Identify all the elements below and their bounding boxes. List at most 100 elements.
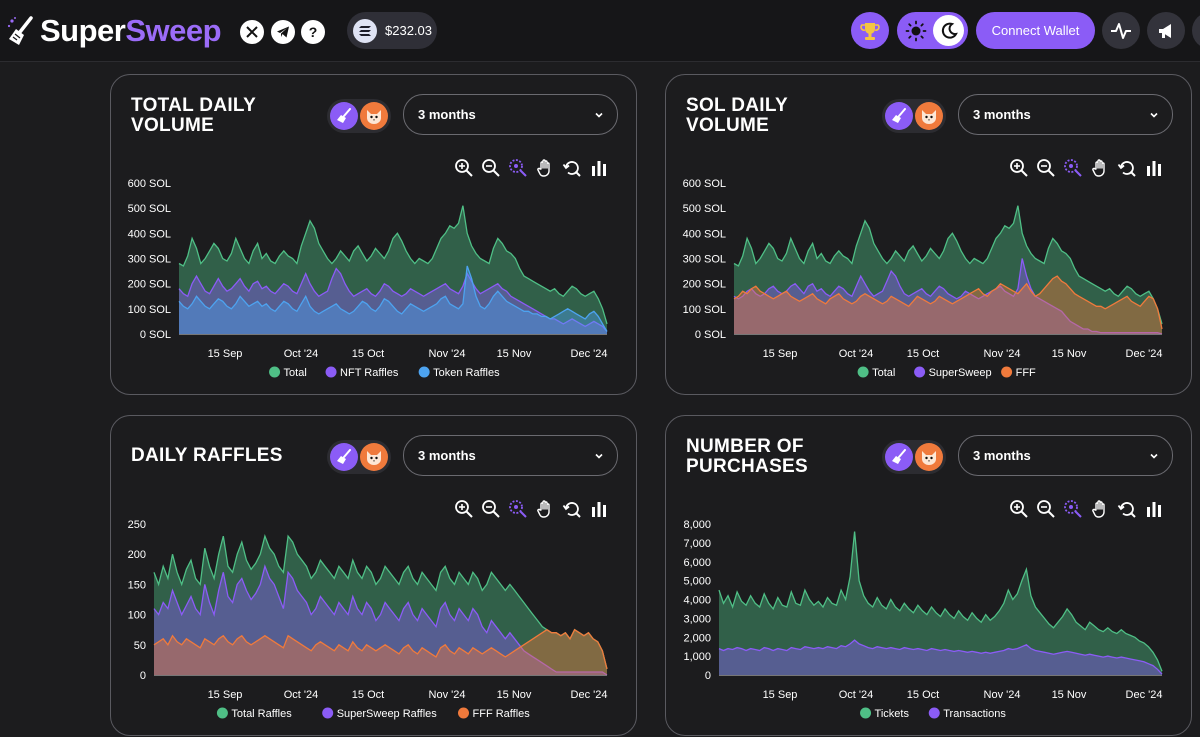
series-area-token-raffles[interactable] [179, 266, 607, 334]
legend-label: Total Raffles [231, 708, 292, 720]
series-area-tickets[interactable] [719, 531, 1162, 675]
chart-toolbar [453, 157, 609, 179]
series-line-fff-raffles [153, 628, 608, 670]
announcements-button[interactable] [1147, 12, 1185, 49]
zoom-in-icon[interactable] [1008, 498, 1029, 520]
zoom-in-icon[interactable] [453, 498, 474, 520]
chart-toolbar [453, 498, 609, 520]
x-tick-label: 15 Oct [352, 348, 384, 360]
series-area-supersweep[interactable] [734, 258, 1162, 335]
reset-icon[interactable] [1116, 498, 1137, 520]
series-line-transactions [718, 639, 1163, 675]
supersweep-logo-icon[interactable] [330, 443, 358, 471]
x-tick-label: Nov '24 [429, 689, 466, 701]
series-area-fff-raffles[interactable] [154, 629, 607, 675]
platform-filter[interactable] [327, 99, 391, 133]
series-line-total-raffles [153, 533, 608, 670]
pan-icon[interactable] [534, 157, 555, 179]
theme-toggle-knob [933, 15, 964, 46]
theme-toggle[interactable] [897, 12, 968, 49]
brand-name-part1: Super [40, 13, 126, 48]
menu-icon[interactable] [588, 157, 609, 179]
menu-icon[interactable] [588, 498, 609, 520]
area-chart[interactable]: 0 SOL 100 SOL 200 SOL 300 SOL 400 SOL 500 SOL… [111, 175, 638, 395]
area-chart[interactable]: 0 1,000 2,000 3,000 4,000 5,000 6,000 7,000 8,00… [666, 516, 1193, 736]
time-range-select[interactable]: 3 months [958, 435, 1173, 476]
reset-icon[interactable] [1116, 157, 1137, 179]
zoom-selection-icon[interactable] [507, 498, 528, 520]
reset-icon[interactable] [561, 498, 582, 520]
x-tick-label: 15 Oct [907, 348, 939, 360]
zoom-selection-icon[interactable] [507, 157, 528, 179]
zoom-selection-icon[interactable] [1062, 498, 1083, 520]
time-range-select[interactable]: 3 months [403, 435, 618, 476]
menu-icon[interactable] [1143, 157, 1164, 179]
zoom-out-icon[interactable] [480, 157, 501, 179]
x-tick-label: Nov '24 [984, 348, 1021, 360]
legend-item[interactable]: FFF Raffles [458, 707, 531, 721]
legend-item[interactable]: Token Raffles [418, 366, 500, 380]
pan-icon[interactable] [534, 498, 555, 520]
legend-marker [322, 707, 334, 719]
area-chart[interactable]: 0 SOL 100 SOL 200 SOL 300 SOL 400 SOL 500 SOL… [666, 175, 1193, 395]
zoom-in-icon[interactable] [453, 157, 474, 179]
supersweep-logo-icon[interactable] [885, 102, 913, 130]
fff-logo-icon[interactable] [915, 443, 943, 471]
y-tick-label: 200 [128, 549, 146, 561]
x-twitter-link[interactable] [240, 20, 264, 44]
y-tick-label: 100 [128, 610, 146, 622]
fff-logo-icon[interactable] [360, 443, 388, 471]
brand-logo[interactable]: SuperSweep [6, 13, 222, 48]
fff-logo-icon[interactable] [915, 102, 943, 130]
area-chart[interactable]: 0 50 100 150 200 250 15 Sep Oct '24 15 Oct Nov '2… [111, 516, 638, 736]
telegram-link[interactable] [271, 20, 295, 44]
zoom-out-icon[interactable] [1035, 498, 1056, 520]
connect-wallet-button[interactable]: Connect Wallet [976, 12, 1095, 49]
x-tick-label: Nov '24 [429, 348, 466, 360]
sol-price-pill[interactable]: $232.03 [347, 12, 437, 49]
reset-icon[interactable] [561, 157, 582, 179]
time-range-select[interactable]: 3 months [958, 94, 1173, 135]
menu-button[interactable] [1192, 12, 1200, 49]
zoom-selection-icon[interactable] [1062, 157, 1083, 179]
legend-item[interactable]: Total [857, 366, 896, 380]
legend-marker [1001, 366, 1013, 378]
platform-filter[interactable] [882, 99, 946, 133]
legend-marker [914, 366, 926, 378]
time-range-select[interactable]: 3 months [403, 94, 618, 135]
supersweep-logo-icon[interactable] [330, 102, 358, 130]
zoom-in-icon[interactable] [1008, 157, 1029, 179]
pan-icon[interactable] [1089, 157, 1110, 179]
card-title-line1: SOL DAILY [686, 95, 788, 116]
legend-item[interactable]: FFF [1001, 366, 1036, 380]
sol-price: $232.03 [385, 23, 432, 38]
legend-item[interactable]: NFT Raffles [325, 366, 399, 380]
series-line-total [733, 205, 1163, 325]
x-tick-label: Dec '24 [571, 689, 608, 701]
series-area-total[interactable] [734, 205, 1162, 334]
series-area-supersweep-raffles[interactable] [154, 566, 607, 675]
series-area-transactions[interactable] [719, 640, 1162, 675]
series-area-fff[interactable] [734, 276, 1162, 334]
legend-item[interactable]: Total Raffles [216, 707, 292, 721]
leaderboard-button[interactable] [851, 12, 889, 49]
legend-item[interactable]: SuperSweep Raffles [322, 707, 437, 721]
help-button[interactable]: ? [301, 20, 325, 44]
supersweep-logo-icon[interactable] [885, 443, 913, 471]
menu-icon[interactable] [1143, 498, 1164, 520]
activity-button[interactable] [1102, 12, 1140, 49]
fff-logo-icon[interactable] [360, 102, 388, 130]
zoom-out-icon[interactable] [1035, 157, 1056, 179]
platform-filter[interactable] [327, 440, 391, 474]
legend-item[interactable]: Tickets [860, 707, 909, 721]
legend-item[interactable]: SuperSweep [914, 366, 992, 380]
activity-icon [1111, 22, 1131, 39]
platform-filter[interactable] [882, 440, 946, 474]
pan-icon[interactable] [1089, 498, 1110, 520]
legend-marker [860, 707, 872, 719]
y-tick-label: 7,000 [683, 538, 711, 550]
legend-label: FFF Raffles [473, 708, 531, 720]
zoom-out-icon[interactable] [480, 498, 501, 520]
legend-item[interactable]: Total [269, 366, 307, 380]
legend-item[interactable]: Transactions [928, 707, 1007, 721]
